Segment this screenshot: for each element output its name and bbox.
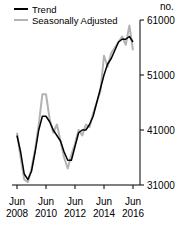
legend-label: Seasonally Adjusted <box>32 15 118 26</box>
legend-swatch <box>14 19 28 21</box>
x-tick <box>104 185 105 189</box>
x-tick-label: Jun2010 <box>35 196 58 219</box>
x-tick-label-part: 2014 <box>93 208 116 219</box>
x-tick-label-part: 2008 <box>6 208 29 219</box>
x-tick-label: Jun2012 <box>64 196 87 219</box>
y-tick-label: 31000 <box>147 180 175 191</box>
x-tick-label-part: Jun <box>9 196 25 207</box>
x-tick <box>46 185 47 189</box>
series-line <box>17 26 133 183</box>
y-tick-label: 61000 <box>147 15 175 26</box>
y-tick <box>140 185 144 186</box>
x-tick-label: Jun2014 <box>93 196 116 219</box>
x-tick <box>17 185 18 189</box>
y-tick-label: 51000 <box>147 70 175 81</box>
x-tick-label: Jun2016 <box>122 196 145 219</box>
y-tick <box>140 75 144 76</box>
legend-label: Trend <box>32 4 56 15</box>
x-tick-label-part: 2012 <box>64 208 87 219</box>
plot-area <box>17 26 133 183</box>
x-tick <box>75 185 76 189</box>
x-axis <box>12 185 140 186</box>
y-tick <box>140 20 144 21</box>
x-tick-label-part: Jun <box>67 196 83 207</box>
y-tick <box>140 130 144 131</box>
y-axis-label: no. <box>160 1 174 12</box>
x-tick-label-part: 2016 <box>122 208 145 219</box>
chart: 31000410005100061000no.Jun2008Jun2010Jun… <box>0 0 181 231</box>
x-tick-label-part: Jun <box>125 196 141 207</box>
x-tick-label-part: 2010 <box>35 208 58 219</box>
x-tick-label: Jun2008 <box>6 196 29 219</box>
x-tick <box>133 185 134 189</box>
series-line <box>17 37 133 180</box>
legend-swatch <box>14 8 28 10</box>
y-tick-label: 41000 <box>147 125 175 136</box>
x-tick-label-part: Jun <box>96 196 112 207</box>
x-tick-label-part: Jun <box>38 196 54 207</box>
y-axis <box>140 20 141 185</box>
